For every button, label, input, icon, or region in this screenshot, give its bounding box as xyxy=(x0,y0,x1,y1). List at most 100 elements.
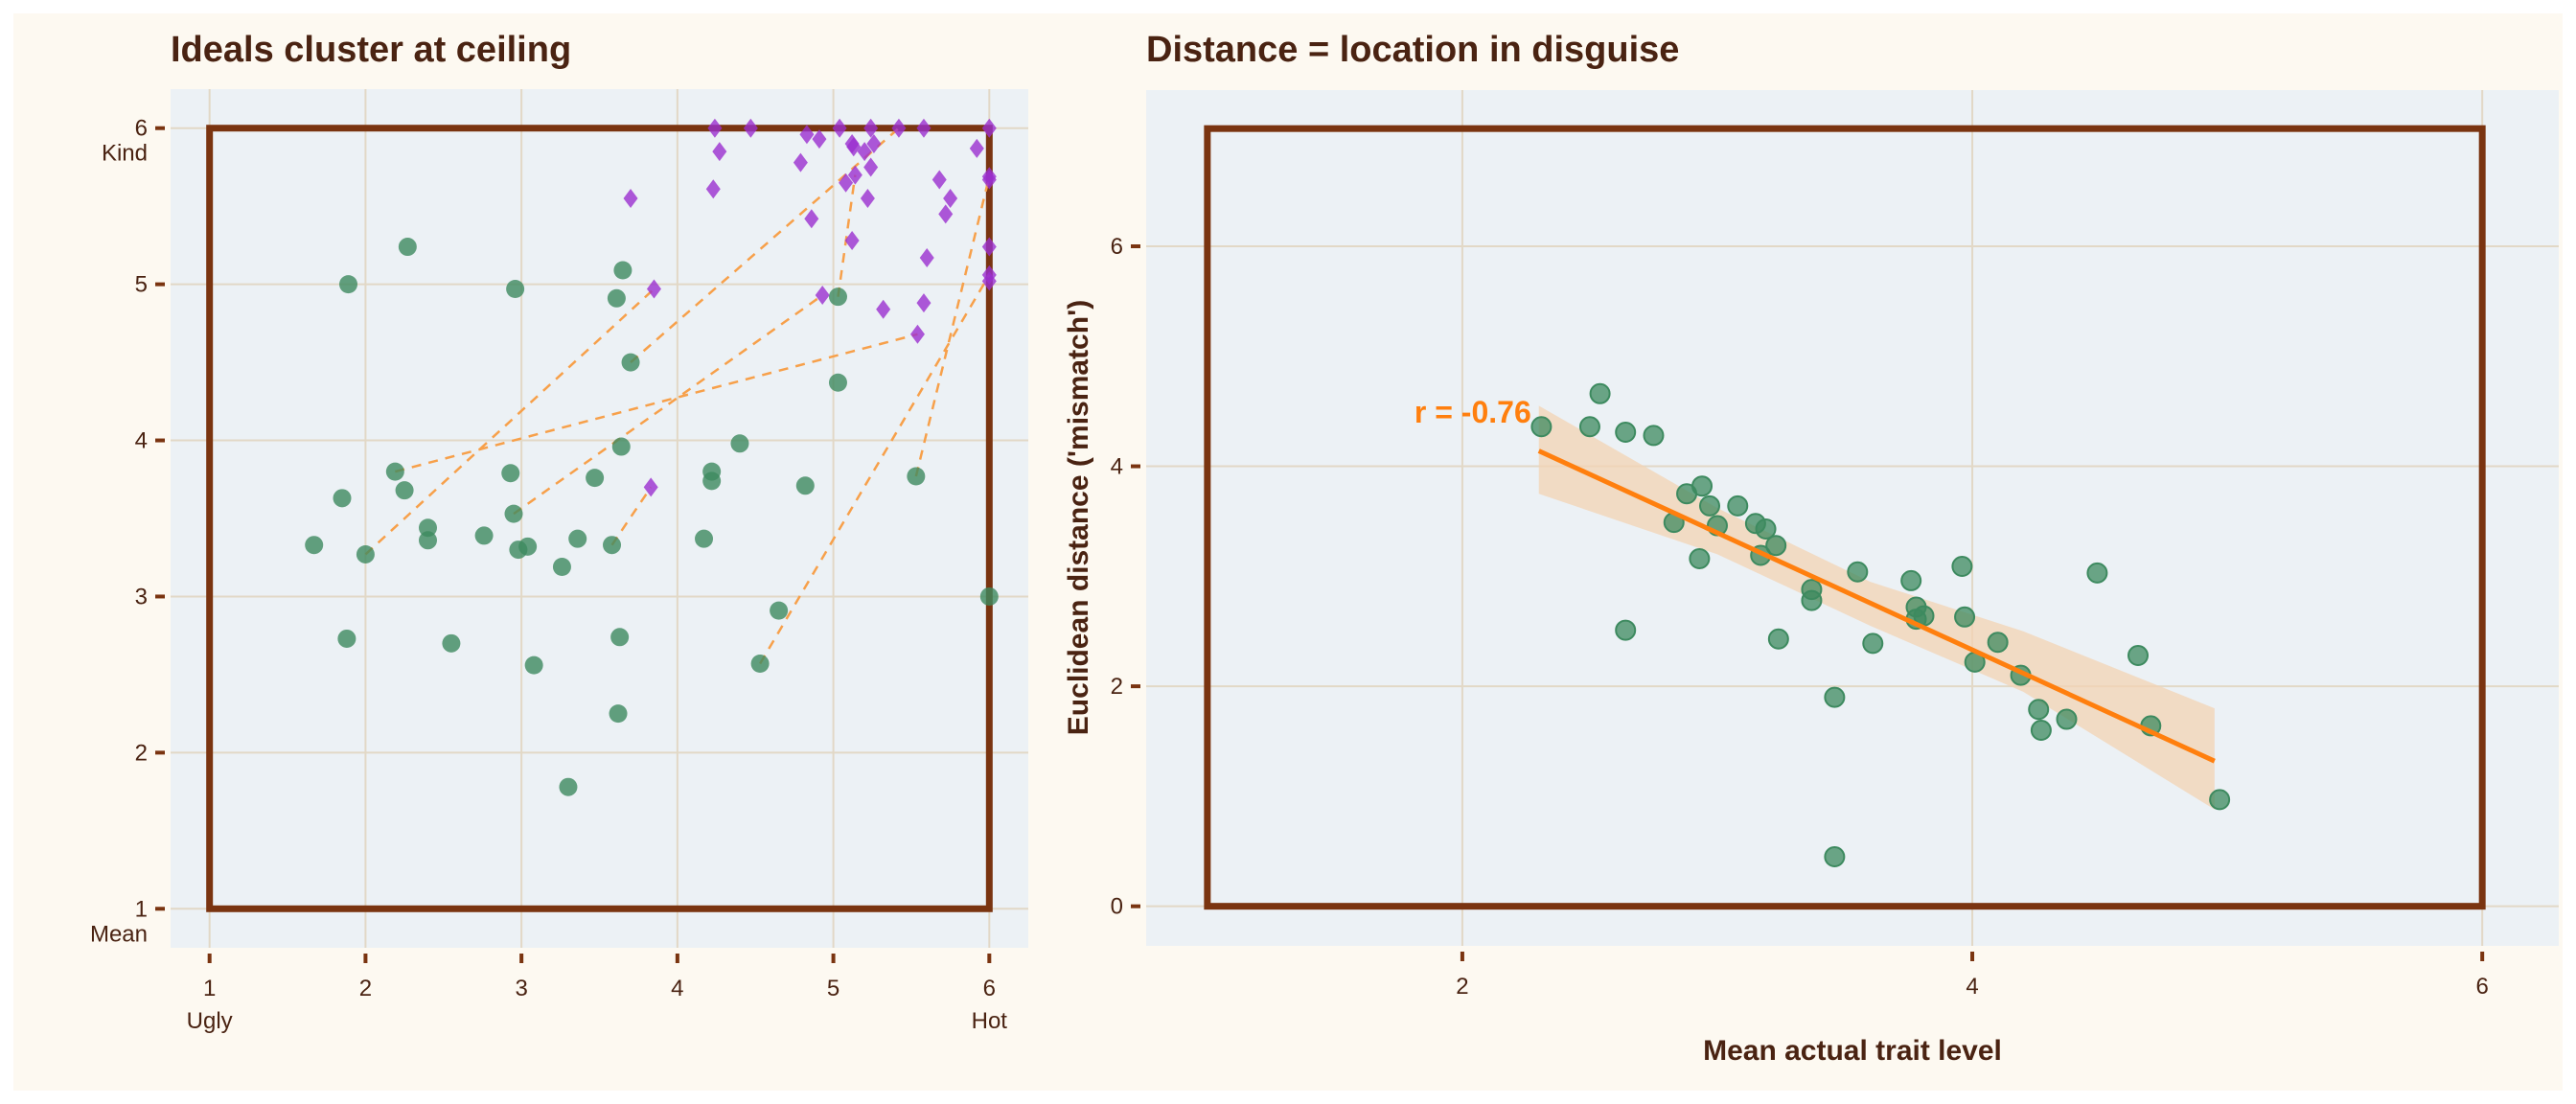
left-x-sublabel-high: Hot xyxy=(972,1008,1008,1034)
actual-point xyxy=(419,518,437,538)
actual-to-ideal-link xyxy=(513,294,823,516)
data-point xyxy=(1530,416,1552,438)
ideal-point xyxy=(981,118,997,138)
actual-point xyxy=(702,472,722,491)
actual-point xyxy=(795,476,815,495)
actual-point xyxy=(385,462,404,481)
data-point xyxy=(1900,569,1922,591)
ideal-point xyxy=(844,231,860,251)
ideal-point xyxy=(839,172,854,193)
actual-point xyxy=(695,529,714,548)
data-point xyxy=(1755,518,1777,540)
data-point xyxy=(1691,475,1714,497)
actual-point xyxy=(442,633,461,653)
actual-point xyxy=(474,526,494,545)
left-y-tick-label: 1 xyxy=(135,896,148,922)
actual-point xyxy=(504,504,523,523)
left-x-tick-label: 3 xyxy=(515,976,527,1001)
data-point xyxy=(1765,535,1787,557)
actual-point xyxy=(586,469,605,488)
actual-point xyxy=(524,656,543,675)
actual-point xyxy=(419,531,437,550)
ideal-point xyxy=(705,179,721,199)
actual-point xyxy=(398,238,417,257)
ideal-point xyxy=(876,299,891,319)
left-x-tick-label: 6 xyxy=(983,976,996,1001)
actual-to-ideal-link xyxy=(395,333,918,473)
data-point xyxy=(1801,589,1823,611)
ideal-point xyxy=(793,152,808,172)
left-x-tick-label: 4 xyxy=(671,976,683,1001)
actual-point xyxy=(333,489,352,508)
actual-point xyxy=(518,537,538,556)
left-y-tick-label: 3 xyxy=(135,584,148,610)
left-x-tick-label: 2 xyxy=(359,976,372,1001)
ideal-point xyxy=(804,209,819,229)
data-point xyxy=(1862,632,1884,655)
regression-line xyxy=(1537,448,2216,764)
actual-point xyxy=(305,536,324,555)
ideal-point xyxy=(815,286,830,306)
actual-point xyxy=(356,544,375,564)
ideal-point xyxy=(916,118,932,138)
right-y-tick-label: 4 xyxy=(1111,454,1123,480)
actual-to-ideal-link xyxy=(610,486,653,546)
actual-to-ideal-link xyxy=(837,174,857,297)
left-x-tick-label: 5 xyxy=(827,976,840,1001)
ideal-point xyxy=(799,125,815,145)
ideal-point xyxy=(919,247,934,267)
data-point xyxy=(2030,720,2052,742)
ideal-point xyxy=(981,170,997,190)
right-plot-area xyxy=(1146,90,2559,946)
actual-point xyxy=(730,434,749,453)
ideal-point xyxy=(981,271,997,291)
ideal-point xyxy=(938,204,954,224)
right-chart-title: Distance = location in disguise xyxy=(1146,30,1679,70)
actual-point xyxy=(750,655,770,674)
left-x-sublabel-low: Ugly xyxy=(187,1008,233,1034)
ideal-point xyxy=(909,324,925,344)
actual-point xyxy=(621,353,640,372)
left-y-tick-label: 2 xyxy=(135,740,148,766)
actual-point xyxy=(613,261,632,280)
ideal-point xyxy=(932,170,947,190)
actual-point xyxy=(611,437,631,456)
left-bounds-box xyxy=(206,125,993,912)
ideal-point xyxy=(623,189,638,209)
actual-point xyxy=(610,628,630,647)
data-point xyxy=(1767,628,1789,650)
ideal-point xyxy=(860,189,875,209)
actual-to-ideal-link xyxy=(759,274,991,665)
correlation-annotation: r = -0.76 xyxy=(1414,395,1531,429)
actual-point xyxy=(607,288,626,308)
ideal-point xyxy=(646,279,661,299)
data-point xyxy=(1699,494,1721,517)
actual-point xyxy=(609,704,628,724)
actual-point xyxy=(568,529,587,548)
actual-point xyxy=(506,280,525,299)
right-y-tick-label: 2 xyxy=(1111,674,1123,700)
actual-point xyxy=(337,629,356,648)
left-y-tick-label: 5 xyxy=(135,272,148,298)
actual-point xyxy=(395,481,414,500)
data-point xyxy=(1615,619,1637,641)
left-x-tick-label: 1 xyxy=(203,976,216,1001)
ideal-point xyxy=(812,129,827,150)
ideal-point xyxy=(891,118,907,138)
data-point xyxy=(1727,494,1749,517)
actual-point xyxy=(828,288,847,307)
actual-point xyxy=(828,373,847,392)
right-x-axis-label: Mean actual trait level xyxy=(1703,1035,2002,1067)
data-point xyxy=(2127,644,2149,666)
data-point xyxy=(1824,686,1846,708)
data-point xyxy=(1847,561,1869,583)
ideal-point xyxy=(943,189,958,209)
actual-point xyxy=(339,275,358,294)
ideal-point xyxy=(857,142,872,162)
right-bounds-box xyxy=(1204,125,2486,910)
ideal-point xyxy=(981,237,997,257)
left-y-sublabel-low: Mean xyxy=(90,921,148,947)
ideal-point xyxy=(847,165,862,185)
data-point xyxy=(2056,708,2078,730)
